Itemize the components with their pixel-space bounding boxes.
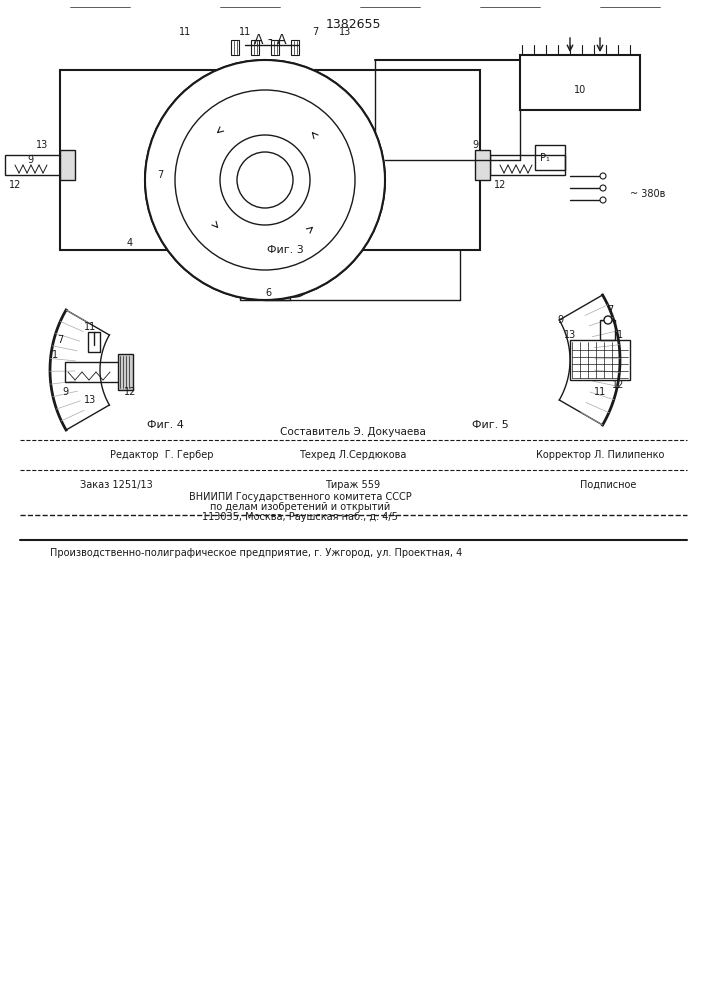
Text: Производственно-полиграфическое предприятие, г. Ужгород, ул. Проектная, 4: Производственно-полиграфическое предприя…: [50, 548, 462, 558]
Text: 6: 6: [265, 288, 271, 298]
Text: 4: 4: [127, 238, 133, 248]
Text: Корректор Л. Пилипенко: Корректор Л. Пилипенко: [536, 450, 664, 460]
Text: 12: 12: [8, 180, 21, 190]
Text: 13: 13: [84, 395, 96, 405]
Circle shape: [280, 267, 310, 297]
Text: 11: 11: [239, 27, 251, 37]
Text: Техред Л.Сердюкова: Техред Л.Сердюкова: [299, 450, 407, 460]
Bar: [535, 145, 565, 170]
Text: 9: 9: [27, 155, 33, 165]
Circle shape: [600, 185, 606, 191]
Text: 7: 7: [607, 305, 613, 315]
Text: 13: 13: [564, 330, 576, 340]
Text: Фиг. 3: Фиг. 3: [267, 245, 303, 255]
Circle shape: [237, 152, 293, 208]
Text: 11: 11: [594, 387, 606, 397]
Text: ВНИИПИ Государственного комитета СССР: ВНИИПИ Государственного комитета СССР: [189, 492, 411, 502]
Bar: [5, 155, 60, 175]
Bar: [240, 265, 290, 300]
Circle shape: [220, 135, 310, 225]
Circle shape: [600, 197, 606, 203]
Bar: [60, 70, 480, 250]
Text: 11: 11: [84, 322, 96, 332]
Text: 1382655: 1382655: [325, 18, 381, 31]
Bar: [600, 320, 615, 340]
Text: Составитель Э. Докучаева: Составитель Э. Докучаева: [280, 427, 426, 437]
Text: по делам изобретений и открытий: по делам изобретений и открытий: [210, 502, 390, 512]
Circle shape: [145, 60, 385, 300]
Circle shape: [175, 90, 355, 270]
Text: 7: 7: [57, 335, 63, 345]
Circle shape: [600, 173, 606, 179]
Text: 9: 9: [472, 140, 478, 150]
Bar: [291, 40, 299, 55]
Text: Подписное: Подписное: [580, 480, 636, 490]
Text: Тираж 559: Тираж 559: [325, 480, 380, 490]
Text: Редактор  Г. Гербер: Редактор Г. Гербер: [110, 450, 214, 460]
Text: A - A: A - A: [254, 33, 286, 47]
Text: 10: 10: [574, 85, 586, 95]
Bar: [251, 40, 259, 55]
Bar: [65, 362, 125, 382]
Circle shape: [237, 152, 293, 208]
Bar: [271, 40, 279, 55]
Text: 9: 9: [557, 315, 563, 325]
Bar: [520, 55, 640, 110]
Text: 13: 13: [36, 140, 48, 150]
Bar: [60, 150, 75, 180]
Text: 9: 9: [62, 387, 68, 397]
Text: 113035, Москва, Раушская наб., д. 4/5: 113035, Москва, Раушская наб., д. 4/5: [202, 512, 398, 522]
Bar: [490, 155, 565, 175]
Text: P₁: P₁: [540, 153, 550, 163]
Circle shape: [175, 90, 355, 270]
Text: 11: 11: [179, 27, 191, 37]
Text: 1: 1: [52, 350, 58, 360]
Text: 1: 1: [617, 330, 623, 340]
Circle shape: [604, 316, 612, 324]
Text: Фиг. 5: Фиг. 5: [472, 420, 508, 430]
Text: 12: 12: [612, 380, 624, 390]
Text: Фиг. 4: Фиг. 4: [146, 420, 183, 430]
Bar: [475, 150, 490, 180]
Bar: [570, 340, 630, 380]
Text: 7: 7: [157, 170, 163, 180]
Bar: [118, 354, 133, 390]
Text: 12: 12: [493, 180, 506, 190]
Text: 13: 13: [339, 27, 351, 37]
Circle shape: [145, 60, 385, 300]
Text: ~ 380в: ~ 380в: [630, 189, 665, 199]
Text: 12: 12: [124, 387, 136, 397]
Bar: [231, 40, 239, 55]
Text: 7: 7: [312, 27, 318, 37]
Circle shape: [287, 274, 303, 290]
Bar: [88, 332, 100, 352]
Text: Заказ 1251/13: Заказ 1251/13: [80, 480, 153, 490]
Circle shape: [220, 135, 310, 225]
